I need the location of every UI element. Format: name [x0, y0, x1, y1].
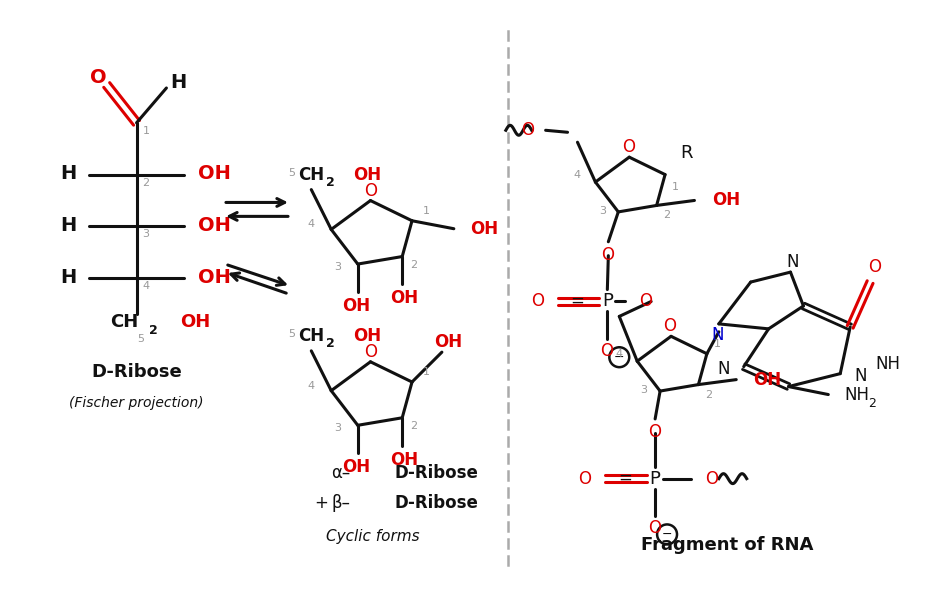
Text: 1: 1: [422, 367, 430, 377]
Text: −: −: [614, 350, 624, 364]
Text: D-Ribose: D-Ribose: [394, 464, 478, 482]
Text: O: O: [622, 138, 635, 156]
Text: =: =: [571, 292, 584, 309]
Text: N: N: [717, 359, 730, 378]
Text: H: H: [61, 267, 77, 286]
Text: 1: 1: [422, 206, 430, 216]
Text: O: O: [664, 317, 677, 336]
Text: OH: OH: [353, 166, 381, 184]
Text: 4: 4: [142, 281, 150, 291]
Text: OH: OH: [198, 216, 231, 235]
Text: O: O: [639, 292, 652, 311]
Text: Cyclic forms: Cyclic forms: [326, 529, 419, 544]
Text: NH: NH: [875, 355, 900, 372]
Text: O: O: [600, 342, 613, 360]
Text: 2: 2: [142, 178, 150, 188]
Text: OH: OH: [712, 191, 740, 210]
Text: +: +: [314, 494, 328, 512]
Text: OH: OH: [181, 313, 211, 331]
Text: 1: 1: [671, 182, 679, 191]
Text: 1: 1: [713, 339, 721, 349]
Text: H: H: [61, 164, 77, 183]
Text: O: O: [649, 423, 662, 441]
Text: 4: 4: [616, 349, 622, 359]
Text: −: −: [662, 528, 672, 541]
Text: N: N: [711, 326, 724, 344]
Text: OH: OH: [390, 289, 418, 307]
Text: OH: OH: [342, 297, 370, 315]
Text: =: =: [619, 469, 632, 486]
Text: R: R: [680, 144, 694, 162]
Text: OH: OH: [390, 451, 418, 469]
Text: OH: OH: [198, 164, 231, 183]
Text: D-Ribose: D-Ribose: [394, 494, 478, 512]
Text: 3: 3: [640, 385, 648, 395]
Text: P: P: [602, 292, 613, 311]
Text: 3: 3: [334, 424, 342, 433]
Text: 2: 2: [411, 421, 417, 431]
Text: O: O: [520, 121, 534, 139]
Text: 2: 2: [149, 324, 157, 337]
Text: 4: 4: [574, 170, 581, 180]
Text: Fragment of RNA: Fragment of RNA: [640, 536, 813, 554]
Text: 4: 4: [308, 381, 314, 391]
Text: 2: 2: [411, 260, 417, 270]
Text: 3: 3: [334, 262, 342, 272]
Text: OH: OH: [198, 267, 231, 286]
Text: 3: 3: [142, 229, 150, 239]
Text: 2: 2: [326, 176, 334, 189]
Text: N: N: [855, 366, 867, 385]
Text: H: H: [170, 72, 186, 91]
Text: (Fischer projection): (Fischer projection): [69, 397, 204, 410]
Text: 3: 3: [599, 206, 606, 216]
Text: CH: CH: [110, 313, 139, 331]
Text: 4: 4: [308, 219, 314, 229]
Text: O: O: [649, 519, 662, 538]
Text: 2: 2: [326, 337, 334, 350]
Text: 5: 5: [288, 329, 295, 339]
Text: H: H: [61, 216, 77, 235]
Text: O: O: [869, 258, 882, 276]
Text: CH: CH: [299, 166, 325, 184]
Text: 5: 5: [137, 334, 144, 344]
Text: O: O: [578, 470, 592, 488]
Text: D-Ribose: D-Ribose: [91, 363, 182, 381]
Text: O: O: [531, 292, 544, 311]
Text: NH: NH: [844, 386, 870, 403]
Text: 2: 2: [705, 390, 712, 400]
Text: O: O: [601, 246, 614, 264]
Text: O: O: [364, 343, 377, 361]
Text: OH: OH: [433, 333, 462, 351]
Text: N: N: [786, 253, 798, 271]
Text: β–: β–: [331, 494, 351, 512]
Text: 2: 2: [868, 397, 876, 410]
Text: OH: OH: [470, 220, 498, 238]
Text: O: O: [91, 68, 107, 87]
Text: CH: CH: [299, 327, 325, 345]
Text: O: O: [364, 182, 377, 200]
Text: OH: OH: [342, 458, 370, 476]
Text: 2: 2: [663, 210, 670, 220]
Text: α–: α–: [331, 464, 351, 482]
Text: OH: OH: [353, 327, 381, 345]
Text: 5: 5: [288, 168, 295, 178]
Text: 1: 1: [142, 126, 150, 136]
Text: OH: OH: [753, 371, 782, 388]
Text: P: P: [650, 470, 661, 488]
Text: O: O: [705, 470, 718, 488]
